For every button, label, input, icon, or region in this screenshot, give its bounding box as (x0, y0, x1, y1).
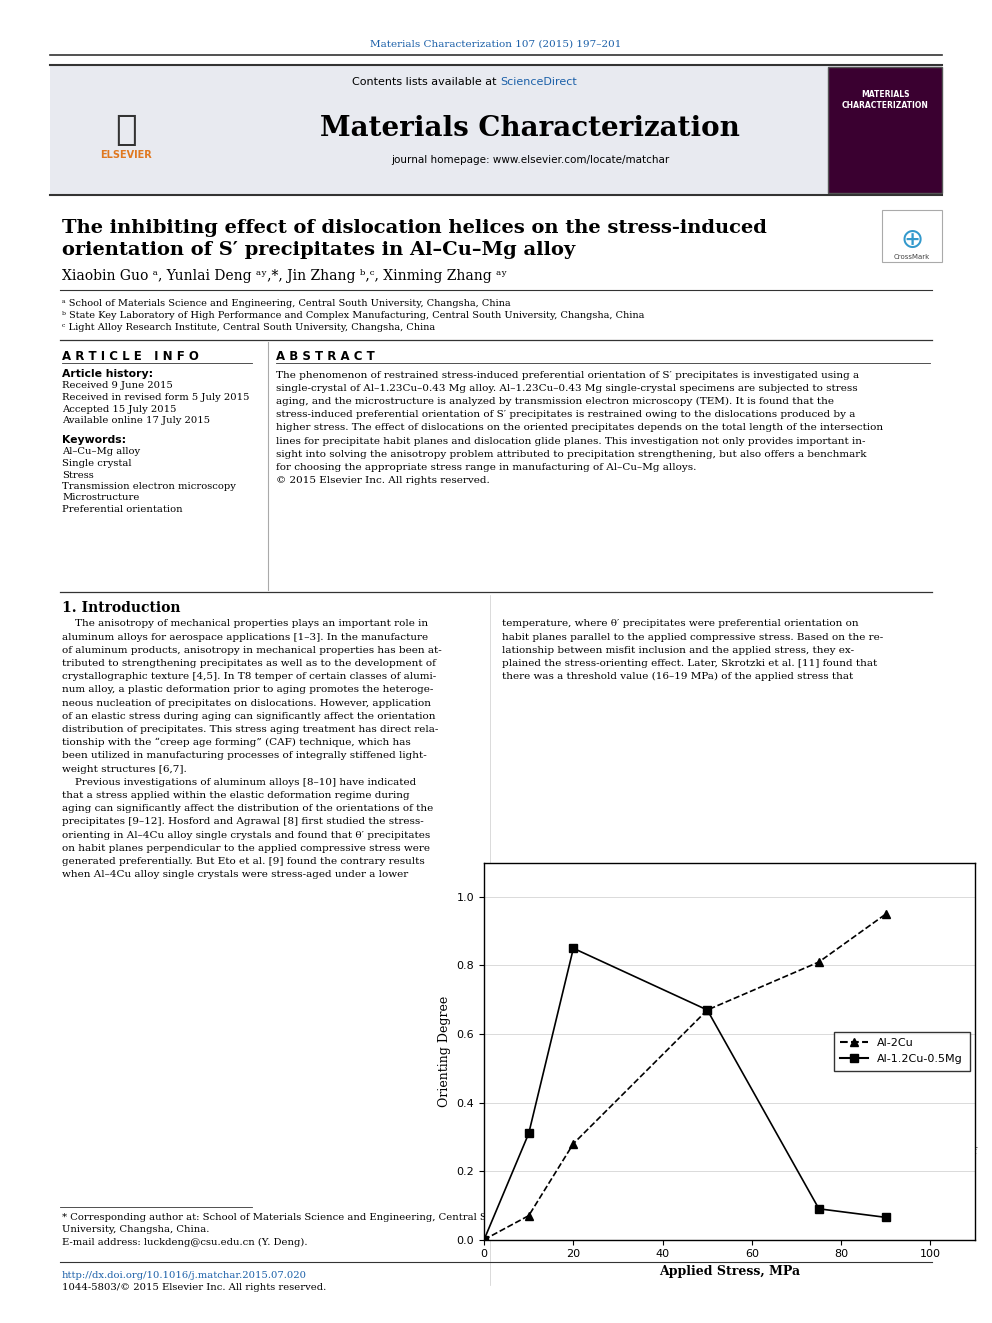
Text: generated preferentially. But Eto et al. [9] found the contrary results: generated preferentially. But Eto et al.… (62, 857, 425, 867)
Text: there was a threshold value (16–19 MPa) of the applied stress that: there was a threshold value (16–19 MPa) … (502, 672, 853, 681)
Text: that a stress applied within the elastic deformation regime during: that a stress applied within the elastic… (62, 791, 410, 800)
Text: Single crystal: Single crystal (62, 459, 132, 468)
Text: E-mail address: luckdeng@csu.edu.cn (Y. Deng).: E-mail address: luckdeng@csu.edu.cn (Y. … (62, 1237, 308, 1246)
Text: Keywords:: Keywords: (62, 435, 126, 445)
Text: ⊕: ⊕ (901, 226, 924, 254)
Text: of aluminum products, anisotropy in mechanical properties has been at-: of aluminum products, anisotropy in mech… (62, 646, 441, 655)
Text: temperature, where θ′ precipitates were preferential orientation on: temperature, where θ′ precipitates were … (502, 619, 859, 628)
Text: aging, and the microstructure is analyzed by transmission electron microscopy (T: aging, and the microstructure is analyze… (276, 397, 834, 406)
Text: for choosing the appropriate stress range in manufacturing of Al–Cu–Mg alloys.: for choosing the appropriate stress rang… (276, 463, 696, 472)
Text: neous nucleation of precipitates on dislocations. However, application: neous nucleation of precipitates on disl… (62, 699, 431, 708)
Text: distribution of precipitates. This stress aging treatment has direct rela-: distribution of precipitates. This stres… (62, 725, 438, 734)
Text: lationship between misfit inclusion and the applied stress, they ex-: lationship between misfit inclusion and … (502, 646, 854, 655)
Text: Contents lists available at: Contents lists available at (352, 77, 500, 87)
Text: The anisotropy of mechanical properties plays an important role in: The anisotropy of mechanical properties … (62, 619, 429, 628)
Y-axis label: Orienting Degree: Orienting Degree (438, 995, 451, 1107)
Text: stress-induced preferential orientation of S′ precipitates is restrained owing t: stress-induced preferential orientation … (276, 410, 855, 419)
Text: of an elastic stress during aging can significantly affect the orientation: of an elastic stress during aging can si… (62, 712, 435, 721)
Bar (50, 65, 942, 194)
Text: crystallographic texture [4,5]. In T8 temper of certain classes of alumi-: crystallographic texture [4,5]. In T8 te… (62, 672, 436, 681)
Text: lines for precipitate habit planes and dislocation glide planes. This investigat: lines for precipitate habit planes and d… (276, 437, 865, 446)
Text: Materials Characterization: Materials Characterization (320, 115, 740, 142)
Text: Transmission electron microscopy: Transmission electron microscopy (62, 482, 236, 491)
Text: Stress: Stress (62, 471, 94, 479)
Text: ᵃ School of Materials Science and Engineering, Central South University, Changsh: ᵃ School of Materials Science and Engine… (62, 299, 511, 307)
Legend: Al-2Cu, Al-1.2Cu-0.5Mg: Al-2Cu, Al-1.2Cu-0.5Mg (834, 1032, 969, 1070)
Text: ᵇ State Key Laboratory of High Performance and Complex Manufacturing, Central So: ᵇ State Key Laboratory of High Performan… (62, 311, 645, 319)
X-axis label: Applied Stress, MPa: Applied Stress, MPa (659, 1265, 801, 1278)
Text: plained the stress-orienting effect. Later, Skrotzki et al. [11] found that: plained the stress-orienting effect. Lat… (502, 659, 877, 668)
Text: num alloy, a plastic deformation prior to aging promotes the heteroge-: num alloy, a plastic deformation prior t… (62, 685, 434, 695)
Text: ᶜ Light Alloy Research Institute, Central South University, Changsha, China: ᶜ Light Alloy Research Institute, Centra… (62, 323, 435, 332)
Text: Al–Cu–Mg alloy: Al–Cu–Mg alloy (62, 447, 140, 456)
Text: orienting in Al–4Cu alloy single crystals and found that θ′ precipitates: orienting in Al–4Cu alloy single crystal… (62, 831, 431, 840)
Text: Received in revised form 5 July 2015: Received in revised form 5 July 2015 (62, 393, 250, 402)
Text: University, Changsha, China.: University, Changsha, China. (62, 1225, 209, 1234)
Text: aging can significantly affect the distribution of the orientations of the: aging can significantly affect the distr… (62, 804, 434, 814)
Text: precipitates [9–12]. Hosford and Agrawal [8] first studied the stress-: precipitates [9–12]. Hosford and Agrawal… (62, 818, 424, 827)
Text: been utilized in manufacturing processes of integrally stiffened light-: been utilized in manufacturing processes… (62, 751, 427, 761)
Bar (52, 67, 200, 193)
Text: 1044-5803/© 2015 Elsevier Inc. All rights reserved.: 1044-5803/© 2015 Elsevier Inc. All right… (62, 1283, 326, 1293)
Text: higher stress. The effect of dislocations on the oriented precipitates depends o: higher stress. The effect of dislocation… (276, 423, 883, 433)
Text: A B S T R A C T: A B S T R A C T (276, 349, 375, 363)
Text: habit planes parallel to the applied compressive stress. Based on the re-: habit planes parallel to the applied com… (502, 632, 883, 642)
Text: orientation of S′ precipitates in Al–Cu–Mg alloy: orientation of S′ precipitates in Al–Cu–… (62, 241, 575, 259)
Text: Available online 17 July 2015: Available online 17 July 2015 (62, 415, 210, 425)
Bar (882, 210, 942, 262)
Text: ScienceDirect: ScienceDirect (500, 77, 576, 87)
Text: Fig. 1.: Fig. 1. (502, 1147, 539, 1156)
Text: 1. Introduction: 1. Introduction (62, 601, 181, 615)
Text: Xiaobin Guo ᵃ, Yunlai Deng ᵃʸ,*, Jin Zhang ᵇ,ᶜ, Xinming Zhang ᵃʸ: Xiaobin Guo ᵃ, Yunlai Deng ᵃʸ,*, Jin Zha… (62, 269, 507, 283)
Text: weight structures [6,7].: weight structures [6,7]. (62, 765, 186, 774)
Text: aluminum alloys for aerospace applications [1–3]. In the manufacture: aluminum alloys for aerospace applicatio… (62, 632, 429, 642)
Text: The phenomenon of restrained stress-induced preferential orientation of S′ preci: The phenomenon of restrained stress-indu… (276, 370, 859, 380)
Text: Received 9 June 2015: Received 9 June 2015 (62, 381, 173, 390)
Text: The inhibiting effect of dislocation helices on the stress-induced: The inhibiting effect of dislocation hel… (62, 220, 767, 237)
Text: * Corresponding author at: School of Materials Science and Engineering, Central : * Corresponding author at: School of Mat… (62, 1213, 510, 1222)
Text: Previous investigations of aluminum alloys [8–10] have indicated: Previous investigations of aluminum allo… (62, 778, 417, 787)
Text: sight into solving the anisotropy problem attributed to precipitation strengthen: sight into solving the anisotropy proble… (276, 450, 866, 459)
Text: single-crystal Al–4Cu [22] and Al-1.23Cu–0.43 Mg alloys.: single-crystal Al–4Cu [22] and Al-1.23Cu… (502, 1159, 802, 1168)
Text: Accepted 15 July 2015: Accepted 15 July 2015 (62, 405, 177, 414)
Text: MATERIALS
CHARACTERIZATION: MATERIALS CHARACTERIZATION (841, 90, 929, 110)
Text: 🌲: 🌲 (115, 112, 137, 147)
Text: Preferential orientation: Preferential orientation (62, 505, 183, 515)
Text: CrossMark: CrossMark (894, 254, 930, 261)
Text: A R T I C L E   I N F O: A R T I C L E I N F O (62, 349, 198, 363)
Text: tributed to strengthening precipitates as well as to the development of: tributed to strengthening precipitates a… (62, 659, 435, 668)
Text: © 2015 Elsevier Inc. All rights reserved.: © 2015 Elsevier Inc. All rights reserved… (276, 476, 490, 486)
Text: Degree of orientation Γ versus the applied compressive stress for aging of sampl: Degree of orientation Γ versus the appli… (526, 1147, 977, 1156)
Text: ELSEVIER: ELSEVIER (100, 149, 152, 160)
Text: Microstructure: Microstructure (62, 493, 139, 503)
Text: when Al–4Cu alloy single crystals were stress-aged under a lower: when Al–4Cu alloy single crystals were s… (62, 871, 409, 880)
Text: Article history:: Article history: (62, 369, 153, 378)
Text: on habit planes perpendicular to the applied compressive stress were: on habit planes perpendicular to the app… (62, 844, 430, 853)
Text: http://dx.doi.org/10.1016/j.matchar.2015.07.020: http://dx.doi.org/10.1016/j.matchar.2015… (62, 1270, 307, 1279)
Text: journal homepage: www.elsevier.com/locate/matchar: journal homepage: www.elsevier.com/locat… (391, 155, 670, 165)
Text: tionship with the “creep age forming” (CAF) technique, which has: tionship with the “creep age forming” (C… (62, 738, 411, 747)
Bar (828, 67, 942, 193)
Text: Materials Characterization 107 (2015) 197–201: Materials Characterization 107 (2015) 19… (370, 40, 622, 49)
Text: single-crystal of Al–1.23Cu–0.43 Mg alloy. Al–1.23Cu–0.43 Mg single-crystal spec: single-crystal of Al–1.23Cu–0.43 Mg allo… (276, 384, 858, 393)
